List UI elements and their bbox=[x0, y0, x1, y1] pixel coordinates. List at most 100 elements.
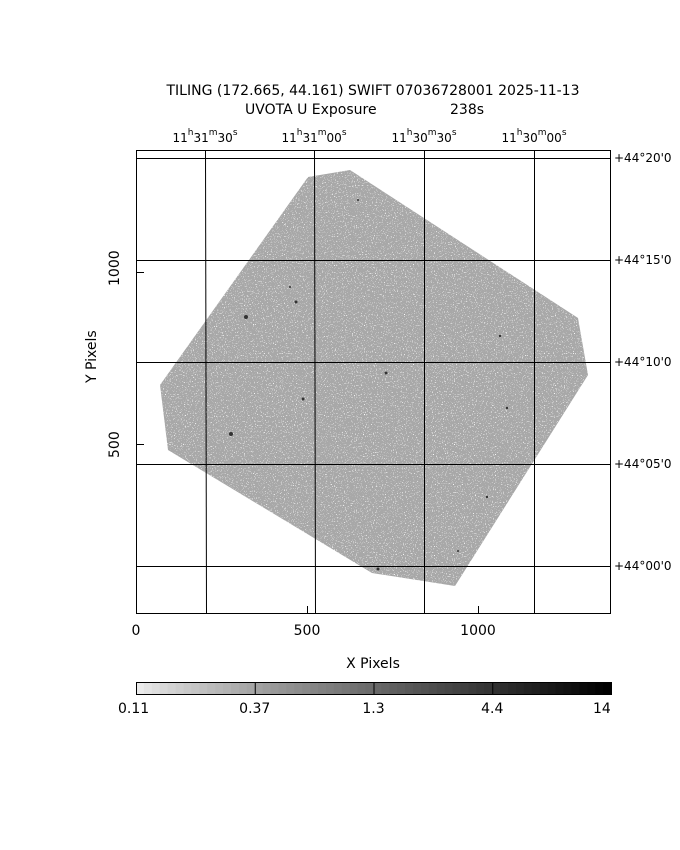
colorbar-segment bbox=[238, 682, 248, 694]
colorbar-segment bbox=[246, 682, 256, 694]
colorbar-segment bbox=[539, 682, 549, 694]
colorbar-segment bbox=[523, 682, 533, 694]
ra-seconds: 30 bbox=[217, 131, 233, 145]
star-source bbox=[457, 550, 459, 552]
ra-seconds: 30 bbox=[436, 131, 452, 145]
colorbar-tick-label: 0.11 bbox=[118, 701, 150, 717]
chart-subtitle: UVOTA U Exposure bbox=[245, 102, 377, 118]
colorbar-segment bbox=[413, 682, 422, 694]
colorbar-tick-label: 4.4 bbox=[481, 701, 504, 717]
ra-hours: 11 bbox=[391, 131, 407, 145]
colorbar-segment bbox=[444, 682, 454, 694]
ra-minutes: 30 bbox=[412, 131, 428, 145]
dec-tick-label: +44°20'0 bbox=[614, 151, 672, 165]
colorbar-segment bbox=[428, 682, 438, 694]
colorbar-segment bbox=[452, 682, 462, 694]
dec-tick-label: +44°15'0 bbox=[614, 253, 672, 267]
colorbar-segment bbox=[167, 682, 177, 694]
plot-frame bbox=[136, 150, 611, 614]
colorbar-segment bbox=[207, 682, 216, 694]
colorbar-segment bbox=[476, 682, 485, 694]
x-tick-label: 1000 bbox=[460, 623, 496, 639]
colorbar-segment bbox=[215, 682, 224, 694]
dec-tick-label: +44°00'0 bbox=[614, 559, 672, 573]
colorbar-segment bbox=[579, 682, 588, 694]
colorbar-segment bbox=[373, 682, 383, 694]
colorbar-segment bbox=[159, 682, 169, 694]
coordinate-grid bbox=[136, 149, 611, 615]
dec-tick-label: +44°05'0 bbox=[614, 457, 672, 471]
colorbar-segment bbox=[294, 682, 303, 694]
colorbar-segment bbox=[421, 682, 430, 694]
x-tick-label: 0 bbox=[131, 623, 141, 639]
exposure-field bbox=[160, 170, 588, 586]
colorbar-segment bbox=[270, 682, 280, 694]
colorbar-segment bbox=[405, 682, 414, 694]
colorbar-segment bbox=[500, 682, 509, 694]
colorbar-segment bbox=[199, 682, 208, 694]
colorbar-segment bbox=[603, 682, 612, 694]
colorbar-segment bbox=[143, 682, 153, 694]
colorbar-segment bbox=[191, 682, 200, 694]
star-sources bbox=[229, 199, 509, 571]
colorbar-segment bbox=[492, 682, 501, 694]
colorbar-segment bbox=[262, 682, 272, 694]
colorbar-tick-label: 1.3 bbox=[362, 701, 385, 717]
colorbar-segment bbox=[389, 682, 398, 694]
colorbar-segment bbox=[365, 682, 375, 694]
colorbar-segment bbox=[397, 682, 406, 694]
colorbar-segment bbox=[302, 682, 311, 694]
star-source bbox=[357, 199, 359, 201]
ra-minutes: 31 bbox=[193, 131, 209, 145]
colorbar-segment bbox=[278, 682, 288, 694]
colorbar-segment bbox=[531, 682, 541, 694]
star-source bbox=[485, 495, 489, 499]
ra-minutes: 31 bbox=[302, 131, 318, 145]
colorbar-segment bbox=[571, 682, 580, 694]
colorbar-segment bbox=[231, 682, 240, 694]
star-source bbox=[294, 300, 298, 304]
ra-seconds: 00 bbox=[546, 131, 562, 145]
star-source bbox=[301, 397, 305, 401]
star-source bbox=[289, 286, 291, 288]
colorbar-segment bbox=[326, 682, 335, 694]
ra-tick-label: 11h30m00s bbox=[501, 128, 567, 145]
colorbar-segment bbox=[381, 682, 390, 694]
colorbar-segment bbox=[357, 682, 367, 694]
colorbar-segment bbox=[254, 682, 264, 694]
colorbar-segment bbox=[484, 682, 493, 694]
colorbar-segment bbox=[310, 682, 319, 694]
colorbar-segment bbox=[349, 682, 359, 694]
ra-minutes: 30 bbox=[522, 131, 538, 145]
colorbar bbox=[136, 682, 612, 695]
ra-grid-line bbox=[205, 149, 207, 615]
colorbar-segment bbox=[563, 682, 573, 694]
ra-tick-label: 11h31m30s bbox=[172, 128, 238, 145]
ra-hours: 11 bbox=[501, 131, 517, 145]
star-source bbox=[244, 315, 248, 319]
y-axis-label: Y Pixels bbox=[84, 330, 100, 383]
ra-tick-label: 11h31m00s bbox=[281, 128, 347, 145]
star-source bbox=[384, 371, 388, 375]
ra-hours: 11 bbox=[172, 131, 188, 145]
exposure-footprint bbox=[160, 170, 588, 586]
dec-tick-label: +44°10'0 bbox=[614, 355, 672, 369]
star-source bbox=[505, 406, 509, 410]
colorbar-segment bbox=[286, 682, 295, 694]
colorbar-tick-label: 0.37 bbox=[239, 701, 271, 717]
chart-title: TILING (172.665, 44.161) SWIFT 070367280… bbox=[166, 83, 580, 99]
x-tick-label: 500 bbox=[293, 623, 321, 639]
colorbar-segment bbox=[436, 682, 446, 694]
star-source bbox=[498, 334, 502, 338]
x-axis-label: X Pixels bbox=[346, 656, 400, 672]
ra-hours: 11 bbox=[281, 131, 297, 145]
colorbar-segment bbox=[547, 682, 557, 694]
colorbar-segment bbox=[595, 682, 604, 694]
colorbar-segment bbox=[508, 682, 517, 694]
colorbar-tick-label: 14 bbox=[593, 701, 611, 717]
colorbar-segment bbox=[516, 682, 525, 694]
colorbar-segment bbox=[151, 682, 161, 694]
colorbar-segment bbox=[318, 682, 327, 694]
ra-seconds: 00 bbox=[326, 131, 342, 145]
exposure-value: 238s bbox=[450, 102, 485, 118]
